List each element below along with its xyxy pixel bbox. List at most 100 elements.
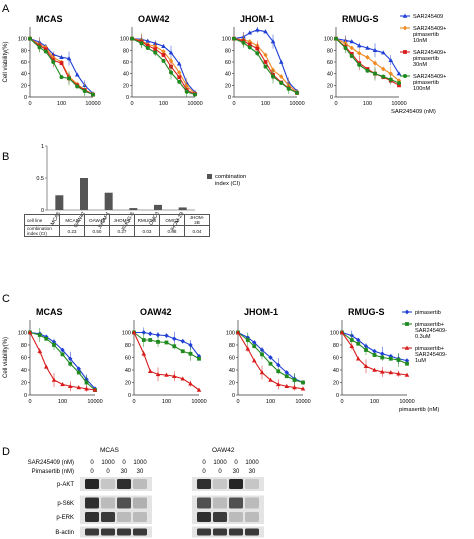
data-point [388,353,393,359]
lane-sar-value: 0 [90,460,94,466]
data-point [357,50,362,56]
row-label-pim: Pimasertib (nM) [32,469,74,475]
data-point [343,46,348,50]
x-tick-label: 0 [236,399,239,405]
data-point [268,377,273,382]
ci-table-value-row: combination index (CI) 0.23 0.50 0.27 0.… [24,225,210,237]
x-tick-label: 0 [132,399,135,405]
data-point [161,58,166,63]
legend-entry: pimasertib+ SAR245409-1uM [402,345,447,364]
subplot-title: RMUG-S [348,307,385,317]
data-point [84,386,89,391]
ci-table-value: 0.27 [109,225,135,237]
data-point [148,338,153,342]
data-point [91,92,95,97]
blot-band [229,497,243,509]
data-point [76,370,81,375]
data-point [82,89,87,94]
legend-label-line: pimasertib [413,56,439,62]
ci-table-cell: JHOM-2B [184,214,210,226]
data-point [232,36,236,41]
legend-label-line: 30nM [413,62,427,68]
data-point [139,41,144,46]
data-point [168,50,174,55]
data-point [141,338,146,342]
lane-pim-value: 0 [90,469,94,475]
subplot-title: JHOM-1 [244,307,278,317]
blot-band [133,512,147,522]
subplot-title: JHOM-1 [240,14,274,24]
blot-membrane [192,526,264,538]
protein-label: p-S6K [57,501,74,507]
data-point [67,383,73,388]
x-tick-label: 100 [162,399,171,405]
x-tick-label: 100 [261,101,270,107]
legend-label-line: SAR245409+ [413,74,446,80]
x-tick-label: 0 [232,101,235,107]
y-tick-label: 40 [229,368,235,374]
data-point [60,352,65,357]
data-point [403,50,407,54]
legend-entry: SAR245409+ pimasertib 30nM [400,50,446,68]
data-point [27,330,33,335]
data-point [37,348,43,353]
data-point [254,27,260,32]
subplot-title: MCAS [36,307,63,317]
blot-band [213,512,227,522]
ci-table-value: 0.50 [84,225,110,237]
legend-label-line: pimasertib+ [415,346,444,352]
data-point [153,50,158,55]
data-point [66,56,72,61]
ci-table-value: 0.08 [159,225,185,237]
blot-band [213,497,227,509]
data-point [196,387,202,392]
x-tick-label: 10000 [399,399,414,405]
y-tick-label: 80 [225,48,231,54]
panel-label-d: D [2,446,10,458]
data-point [131,330,137,335]
data-point [403,74,407,78]
data-point [372,348,377,354]
data-point [51,377,57,382]
ci-table-value: 0.23 [59,225,85,237]
x-axis-label: SAR245409 (nM) [391,109,436,115]
data-point [396,371,401,376]
blot-band [117,479,131,489]
ci-table-value: 0.04 [184,225,210,237]
data-point [145,38,151,43]
data-point [404,309,410,315]
blot-band [213,479,227,489]
x-tick-label: 10000 [391,101,406,107]
legend-label: SAR245409+ pimasertib 30nM [413,50,446,68]
data-point [349,51,354,56]
data-point [402,25,408,31]
data-point [271,74,276,79]
data-point [268,361,273,366]
protein-label: p-ERK [56,515,74,521]
lane-pim-value: 30 [249,469,256,475]
x-tick-label: 10000 [289,101,304,107]
y-tick-label: 80 [21,48,27,54]
data-point [349,338,354,342]
data-point [247,39,252,44]
data-point [84,380,89,385]
data-point [268,355,273,360]
blot-band [133,497,147,509]
legend-label-line: 100nM [413,86,430,92]
data-point [295,90,299,95]
data-point [43,49,48,54]
panel-label-a: A [2,3,10,15]
blot-band [117,497,131,509]
data-point [286,86,291,91]
blot-band [85,497,99,509]
legend-label-line: SAR245409+ [413,26,446,32]
data-point [356,43,362,48]
data-point [349,343,355,348]
data-point [388,71,393,77]
data-point [255,46,260,51]
data-point [43,47,48,52]
data-point [388,356,393,361]
data-point [245,338,250,342]
y-tick-label: 0 [330,95,333,101]
legend-entry: SAR245409+ pimasertib 100nM [400,74,446,92]
